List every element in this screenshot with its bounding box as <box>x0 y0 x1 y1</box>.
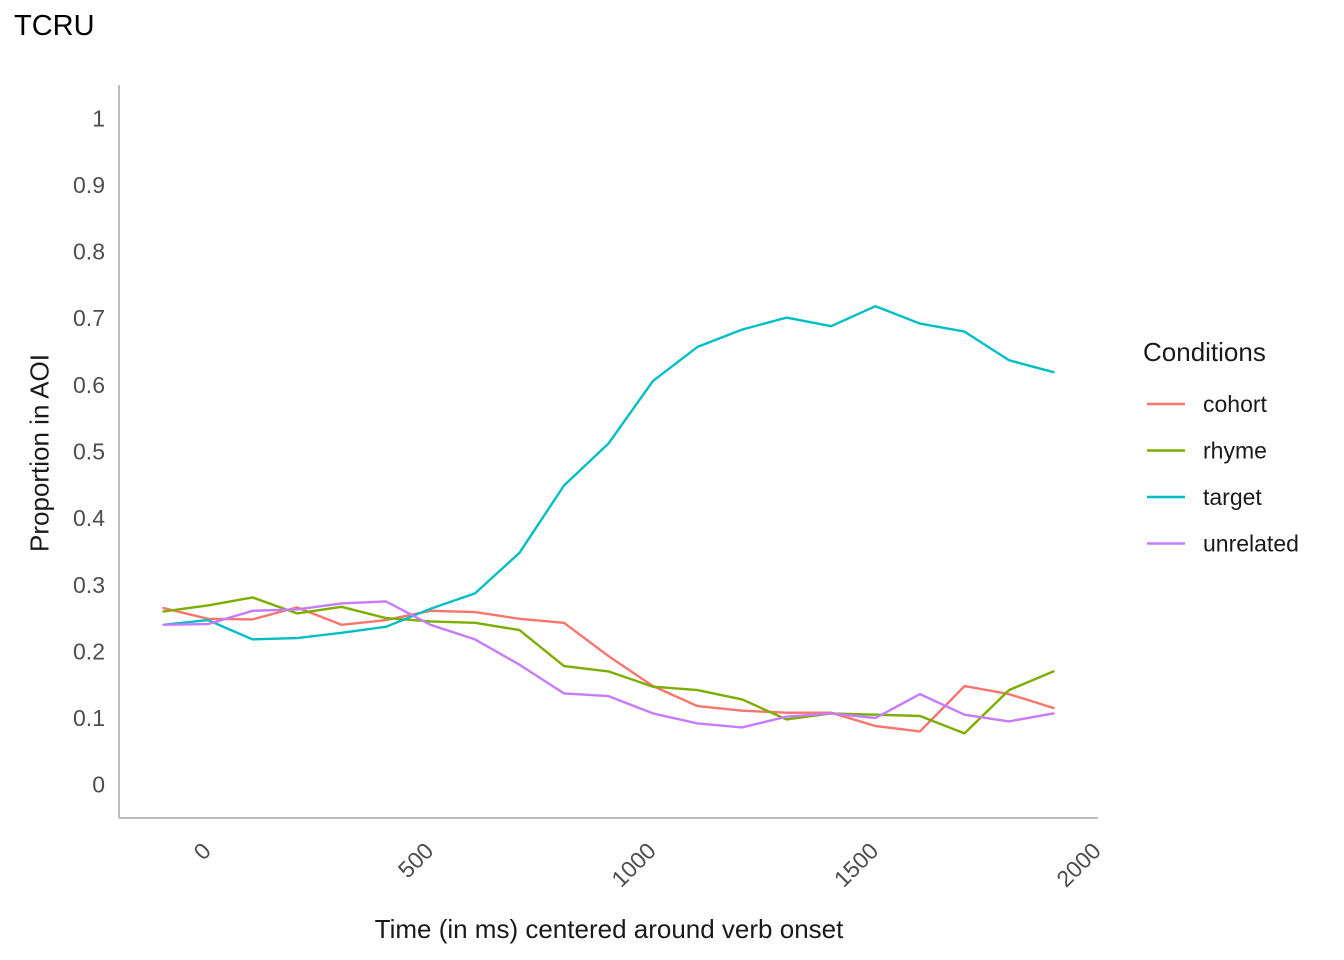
y-tick-label: 0.6 <box>73 372 105 398</box>
y-tick-label: 1 <box>92 105 105 131</box>
y-tick-label: 0.9 <box>73 172 105 198</box>
legend-label-cohort: cohort <box>1203 391 1268 417</box>
x-tick-label: 1000 <box>606 837 661 892</box>
series-line-cohort <box>162 606 1055 733</box>
x-tick-label: 2000 <box>1051 837 1106 892</box>
x-tick-label: 500 <box>393 837 439 883</box>
y-tick-label: 0.2 <box>73 638 105 664</box>
y-tick-label: 0.4 <box>73 505 105 531</box>
y-tick-label: 0.8 <box>73 239 105 265</box>
series-line-rhyme <box>162 596 1055 735</box>
series-line-unrelated <box>162 600 1055 729</box>
y-tick-label: 0.5 <box>73 439 105 465</box>
y-tick-label: 0.7 <box>73 305 105 331</box>
x-tick-label: 0 <box>188 837 215 864</box>
legend-label-target: target <box>1203 484 1262 510</box>
x-axis-label: Time (in ms) centered around verb onset <box>374 914 844 944</box>
legend-label-unrelated: unrelated <box>1203 531 1299 557</box>
legend-title: Conditions <box>1143 337 1266 367</box>
y-axis-label: Proportion in AOI <box>24 354 55 552</box>
y-tick-label: 0 <box>92 772 105 798</box>
series-line-target <box>162 305 1055 641</box>
x-tick-label: 1500 <box>829 837 884 892</box>
chart-title: TCRU <box>14 10 95 42</box>
legend-label-rhyme: rhyme <box>1203 438 1267 464</box>
y-tick-label: 0.1 <box>73 705 105 731</box>
y-tick-label: 0.3 <box>73 572 105 598</box>
